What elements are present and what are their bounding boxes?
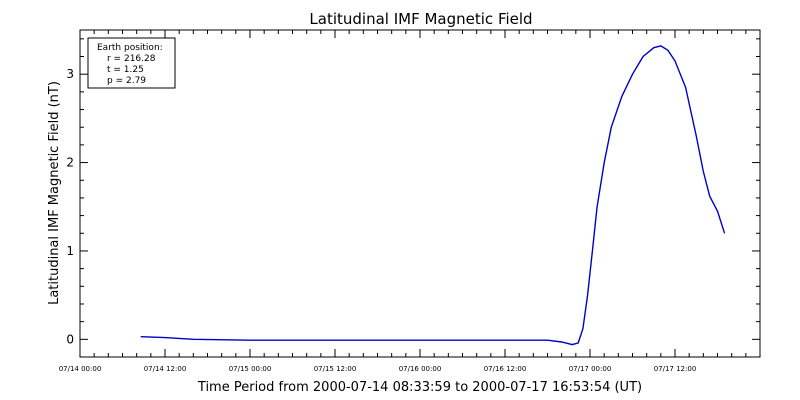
x-tick-label: 07/16 12:00 bbox=[484, 365, 527, 373]
chart-title: Latitudinal IMF Magnetic Field bbox=[309, 10, 532, 28]
x-tick-label: 07/17 12:00 bbox=[654, 365, 697, 373]
legend-p-value: p = 2.79 bbox=[107, 76, 146, 86]
x-tick-label: 07/16 00:00 bbox=[399, 365, 442, 373]
y-tick-label: 0 bbox=[66, 332, 74, 346]
plot-frame bbox=[79, 29, 761, 358]
legend-heading: Earth position: bbox=[97, 43, 163, 53]
legend-box: Earth position: r = 216.28 t = 1.25 p = … bbox=[87, 37, 176, 89]
x-tick-label: 07/15 12:00 bbox=[314, 365, 357, 373]
series-line bbox=[140, 45, 726, 346]
x-axis-label: Time Period from 2000-07-14 08:33:59 to … bbox=[197, 380, 642, 395]
x-tick-label: 07/14 12:00 bbox=[144, 365, 187, 373]
y-tick-label: 1 bbox=[66, 244, 74, 258]
x-tick-label: 07/17 00:00 bbox=[569, 365, 612, 373]
y-tick-label: 2 bbox=[66, 156, 74, 170]
y-axis-label: Latitudinal IMF Magnetic Field (nT) bbox=[47, 81, 62, 305]
x-tick-label: 07/15 00:00 bbox=[229, 365, 272, 373]
legend-r-value: r = 216.28 bbox=[107, 54, 156, 64]
x-tick-label: 07/14 00:00 bbox=[59, 365, 102, 373]
legend-t-value: t = 1.25 bbox=[107, 65, 144, 75]
legend-frame bbox=[87, 37, 176, 89]
y-tick-label: 3 bbox=[66, 67, 74, 81]
